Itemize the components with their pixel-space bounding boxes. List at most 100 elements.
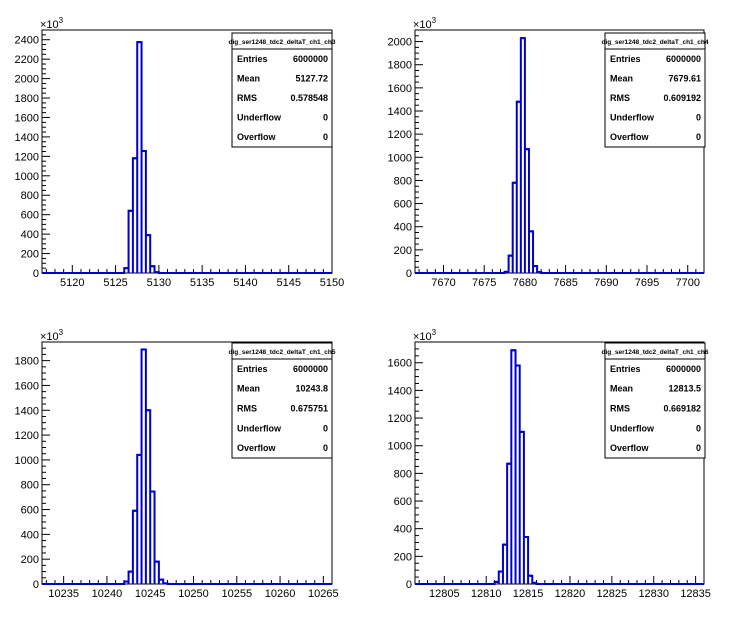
y-tick-label: 1000 [15, 455, 39, 467]
stats-label: RMS [610, 404, 630, 414]
x-tick-label: 7690 [594, 277, 618, 289]
stats-value: 6000000 [666, 364, 701, 374]
stats-value: 6000000 [293, 54, 328, 64]
y-tick-label: 0 [33, 579, 39, 591]
y-tick-label: 200 [394, 551, 412, 563]
stats-value: 10243.8 [295, 384, 328, 394]
x-tick-label: 5135 [190, 277, 214, 289]
x-tick-label: 5145 [276, 277, 300, 289]
y-tick-label: 2000 [388, 37, 412, 49]
y-tick-label: 0 [33, 268, 39, 280]
y-tick-label: 800 [394, 468, 412, 480]
y-tick-label: 600 [21, 505, 39, 517]
x-tick-label: 12810 [471, 588, 502, 600]
stats-value: 0.675751 [290, 404, 328, 414]
x-tick-label: 5120 [60, 277, 84, 289]
y-tick-label: 200 [394, 245, 412, 257]
stats-value: 0 [323, 113, 328, 123]
x-tick-label: 10240 [92, 588, 123, 600]
y-exponent-label: ×103 [413, 16, 437, 31]
y-tick-label: 0 [406, 579, 412, 591]
histogram-panel: 0 200 400 600 800 1000 1200 1400 1600 1800 2000 767… [388, 16, 709, 289]
stats-value: 12813.5 [668, 384, 701, 394]
x-tick-label: 7675 [472, 277, 496, 289]
y-tick-label: 400 [394, 222, 412, 234]
y-tick-label: 1400 [388, 106, 412, 118]
stats-label: Mean [610, 73, 633, 83]
stats-label: Mean [237, 384, 260, 394]
stats-label: Entries [610, 364, 641, 374]
stats-label: Overflow [237, 132, 277, 142]
y-tick-label: 400 [21, 529, 39, 541]
y-tick-label: 800 [394, 175, 412, 187]
stats-label: Mean [237, 73, 260, 83]
y-tick-label: 800 [21, 480, 39, 492]
y-exponent-label: ×103 [413, 328, 437, 343]
y-exponent-label: ×103 [40, 16, 64, 31]
stats-value: 0 [323, 423, 328, 433]
x-tick-label: 7685 [553, 277, 577, 289]
stats-value: 5127.72 [295, 73, 328, 83]
x-tick-label: 5150 [320, 277, 344, 289]
x-tick-label: 7695 [635, 277, 659, 289]
histogram-panel: 0 200 400 600 800 1000 1200 1400 1600 1800 2000 220… [15, 16, 345, 289]
y-tick-label: 400 [394, 524, 412, 536]
y-tick-label: 1600 [15, 112, 39, 124]
y-tick-label: 1800 [388, 60, 412, 72]
y-tick-label: 1200 [388, 413, 412, 425]
x-tick-label: 10260 [265, 588, 296, 600]
y-tick-label: 2400 [15, 35, 39, 47]
y-tick-label: 1400 [15, 405, 39, 417]
stats-label: RMS [237, 404, 257, 414]
stats-label: RMS [237, 93, 257, 103]
stats-value: 0 [696, 113, 701, 123]
histogram-panel: 0 200 400 600 800 1000 1200 1400 1600 12805 12810 1… [388, 328, 711, 600]
stats-label: Underflow [610, 113, 655, 123]
x-tick-label: 7700 [675, 277, 699, 289]
y-tick-label: 1400 [388, 385, 412, 397]
histogram-outline [42, 41, 332, 274]
stats-box-frame [231, 342, 333, 459]
stats-box: dig_ser1248_tdc2_deltaT_ch1_ch3 Entries 60… [229, 32, 336, 148]
histogram-title: dig_ser1248_tdc2_deltaT_ch1_ch5 [229, 349, 336, 356]
histogram-panel: 0 200 400 600 800 1000 1200 1400 1600 1800 10235 10… [15, 328, 339, 600]
y-tick-label: 1200 [15, 430, 39, 442]
stats-value: 6000000 [666, 54, 701, 64]
x-tick-label: 10265 [308, 588, 339, 600]
stats-label: Entries [237, 54, 268, 64]
x-tick-label: 5140 [233, 277, 257, 289]
stats-label: Overflow [610, 132, 650, 142]
stats-box: dig_ser1248_tdc2_deltaT_ch1_ch4 Entries 60… [602, 32, 709, 148]
stats-label: Entries [610, 54, 641, 64]
y-tick-label: 600 [394, 199, 412, 211]
x-tick-label: 12825 [597, 588, 628, 600]
stats-label: Mean [610, 384, 633, 394]
stats-value: 0.669182 [663, 404, 701, 414]
stats-label: Entries [237, 364, 268, 374]
x-tick-label: 12805 [429, 588, 460, 600]
x-tick-label: 12820 [555, 588, 586, 600]
x-tick-label: 10245 [135, 588, 166, 600]
y-exponent-label: ×103 [40, 328, 64, 343]
stats-label: Underflow [237, 423, 282, 433]
stats-value: 0.578548 [290, 93, 328, 103]
y-tick-label: 600 [394, 496, 412, 508]
y-tick-label: 1000 [388, 441, 412, 453]
stats-value: 0 [696, 443, 701, 453]
stats-label: Overflow [610, 443, 650, 453]
y-tick-label: 1800 [15, 356, 39, 368]
stats-value: 0 [696, 423, 701, 433]
stats-label: Overflow [237, 443, 277, 453]
y-tick-label: 1200 [388, 129, 412, 141]
x-tick-label: 7670 [431, 277, 455, 289]
stats-label: Underflow [237, 113, 282, 123]
histogram-title: dig_ser1248_tdc2_deltaT_ch1_ch3 [229, 39, 336, 46]
stats-value: 6000000 [293, 364, 328, 374]
x-tick-label: 12815 [513, 588, 544, 600]
stats-box: dig_ser1248_tdc2_deltaT_ch1_ch5 Entries 60… [229, 342, 336, 459]
x-tick-label: 10250 [178, 588, 209, 600]
stats-value: 7679.61 [668, 73, 701, 83]
y-tick-label: 0 [406, 268, 412, 280]
x-tick-label: 10255 [221, 588, 252, 600]
